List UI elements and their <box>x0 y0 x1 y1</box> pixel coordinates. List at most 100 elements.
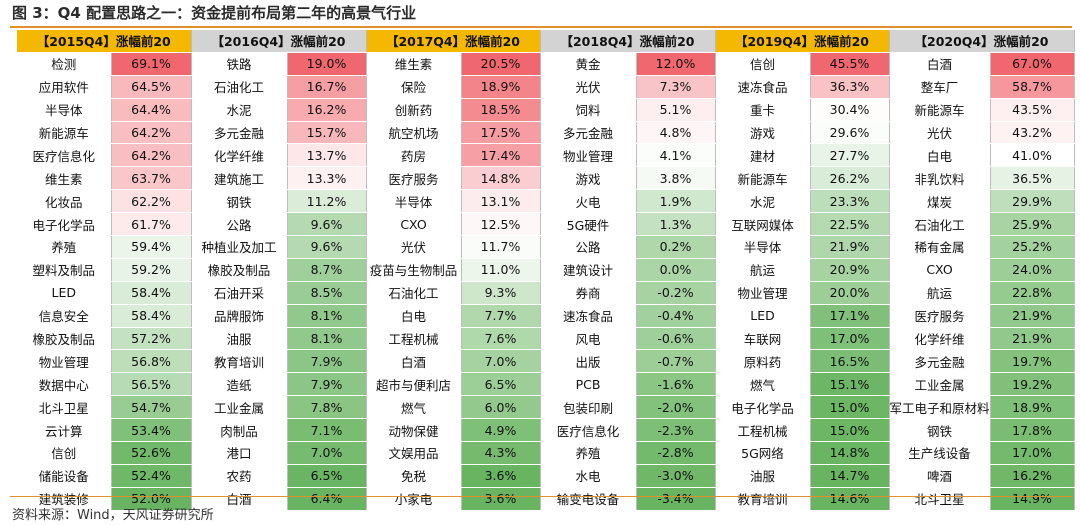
return-value-cell: 6.4% <box>287 487 367 511</box>
return-value-cell: 15.1% <box>810 372 890 397</box>
return-value-cell: -1.6% <box>636 372 716 397</box>
return-value-cell: 0.0% <box>636 258 716 282</box>
return-value-cell: 14.8% <box>810 441 890 465</box>
industry-name-cell: 钢铁 <box>889 418 991 443</box>
return-value-cell: 4.3% <box>461 441 541 465</box>
industry-name-cell: 新能源车 <box>715 166 811 191</box>
industry-name-cell: 教育培训 <box>191 349 288 374</box>
industry-name-cell: 建筑设计 <box>540 258 637 282</box>
industry-name-cell: 医疗信息化 <box>540 418 637 443</box>
return-value-cell: 13.3% <box>287 166 367 191</box>
industry-name-cell: 橡胶及制品 <box>17 327 112 351</box>
return-value-cell: 13.7% <box>287 143 367 168</box>
return-value-cell: 43.2% <box>990 121 1075 145</box>
return-value-cell: 9.6% <box>287 212 367 237</box>
industry-name-cell: 输变电设备 <box>540 487 637 511</box>
return-value-cell: 12.5% <box>461 212 541 237</box>
top-rule <box>10 26 1072 28</box>
return-value-cell: 21.9% <box>990 327 1075 351</box>
return-value-cell: 63.7% <box>111 166 192 191</box>
return-value-cell: 11.0% <box>461 258 541 282</box>
industry-name-cell: 电子化学品 <box>17 212 112 237</box>
industry-name-cell: 工业金属 <box>889 372 991 397</box>
return-value-cell: 4.1% <box>636 143 716 168</box>
return-value-cell: 17.4% <box>461 143 541 168</box>
return-value-cell: -3.4% <box>636 487 716 511</box>
return-value-cell: 7.7% <box>461 304 541 328</box>
return-value-cell: 7.9% <box>287 372 367 397</box>
industry-name-cell: LED <box>17 281 112 305</box>
return-value-cell: -0.4% <box>636 304 716 328</box>
table-row: 检测 69.1% 铁路 19.0% 维生素 20.5% 黄金 12.0% 信创 45.5% 白酒 67… <box>17 52 1075 76</box>
return-value-cell: 41.0% <box>990 143 1075 168</box>
return-value-cell: 16.5% <box>810 349 890 374</box>
return-value-cell: 64.5% <box>111 75 192 99</box>
return-value-cell: -2.3% <box>636 418 716 443</box>
industry-name-cell: 塑料及制品 <box>17 258 112 282</box>
industry-name-cell: 半导体 <box>17 98 112 122</box>
return-value-cell: 24.0% <box>990 258 1075 282</box>
return-value-cell: 62.2% <box>111 189 192 214</box>
industry-name-cell: 航运 <box>889 281 991 305</box>
return-value-cell: 17.0% <box>990 441 1075 465</box>
industry-name-cell: 维生素 <box>366 52 462 76</box>
return-value-cell: 0.2% <box>636 235 716 259</box>
period-header: 【2016Q4】涨幅前20 <box>191 30 367 53</box>
industry-name-cell: 养殖 <box>17 235 112 259</box>
industry-name-cell: 军工电子和原材料 <box>889 395 991 420</box>
industry-name-cell: 游戏 <box>715 121 811 145</box>
industry-name-cell: 物业管理 <box>540 143 637 168</box>
figure-title: 图 3：Q4 配置思路之一：资金提前布局第二年的高景气行业 <box>12 4 417 22</box>
industry-name-cell: 啤酒 <box>889 464 991 488</box>
return-value-cell: 22.5% <box>810 212 890 237</box>
industry-name-cell: 新能源车 <box>17 121 112 145</box>
industry-name-cell: 北斗卫星 <box>889 487 991 511</box>
industry-name-cell: 5G硬件 <box>540 212 637 237</box>
industry-name-cell: PCB <box>540 372 637 397</box>
table-row: 信创 52.6% 港口 7.0% 文娱用品 4.3% 养殖 -2.8% 5G网络 14.8% 生产线… <box>17 441 1075 465</box>
return-value-cell: 58.4% <box>111 281 192 305</box>
return-value-cell: 16.2% <box>990 464 1075 488</box>
table-row: 云计算 53.4% 肉制品 7.1% 动物保健 4.9% 医疗信息化 -2.3% 工程机械 15.… <box>17 418 1075 443</box>
return-value-cell: 7.1% <box>287 418 367 443</box>
return-value-cell: 9.6% <box>287 235 367 259</box>
table-body: 检测 69.1% 铁路 19.0% 维生素 20.5% 黄金 12.0% 信创 45.5% 白酒 67… <box>17 52 1075 511</box>
industry-name-cell: 云计算 <box>17 418 112 443</box>
industry-name-cell: 车联网 <box>715 327 811 351</box>
return-value-cell: 6.0% <box>461 395 541 420</box>
return-value-cell: 7.0% <box>461 349 541 374</box>
return-value-cell: 20.0% <box>810 281 890 305</box>
industry-name-cell: LED <box>715 304 811 328</box>
return-value-cell: 59.4% <box>111 235 192 259</box>
industry-name-cell: 疫苗与生物制品 <box>366 258 462 282</box>
return-value-cell: 58.4% <box>111 304 192 328</box>
industry-name-cell: 水电 <box>540 464 637 488</box>
return-value-cell: 3.8% <box>636 166 716 191</box>
industry-name-cell: 燃气 <box>366 395 462 420</box>
return-value-cell: 69.1% <box>111 52 192 76</box>
industry-name-cell: 原料药 <box>715 349 811 374</box>
industry-name-cell: 工程机械 <box>366 327 462 351</box>
return-value-cell: 13.1% <box>461 189 541 214</box>
return-value-cell: 52.6% <box>111 441 192 465</box>
industry-name-cell: 多元金融 <box>889 349 991 374</box>
return-value-cell: 29.9% <box>990 189 1075 214</box>
industry-name-cell: 化学纤维 <box>191 143 288 168</box>
return-value-cell: 8.1% <box>287 304 367 328</box>
return-value-cell: 25.2% <box>990 235 1075 259</box>
return-value-cell: 14.6% <box>810 487 890 511</box>
industry-name-cell: 农药 <box>191 464 288 488</box>
industry-name-cell: 建材 <box>715 143 811 168</box>
industry-name-cell: 药房 <box>366 143 462 168</box>
industry-name-cell: 黄金 <box>540 52 637 76</box>
return-value-cell: 7.6% <box>461 327 541 351</box>
industry-name-cell: 白电 <box>366 304 462 328</box>
return-value-cell: 18.5% <box>461 98 541 122</box>
return-value-cell: 54.7% <box>111 395 192 420</box>
industry-name-cell: CXO <box>366 212 462 237</box>
return-value-cell: 29.6% <box>810 121 890 145</box>
return-value-cell: 9.3% <box>461 281 541 305</box>
return-value-cell: -2.0% <box>636 395 716 420</box>
table-row: 塑料及制品 59.2% 橡胶及制品 8.7% 疫苗与生物制品 11.0% 建筑设计 0.0% 航… <box>17 258 1075 282</box>
industry-name-cell: 物业管理 <box>715 281 811 305</box>
